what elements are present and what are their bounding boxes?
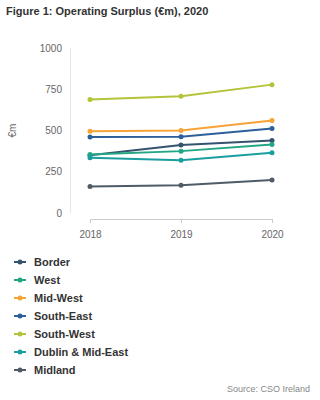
y-tick: 1000 <box>40 43 70 54</box>
series-point <box>270 118 275 123</box>
series-point <box>179 134 184 139</box>
y-axis-title: €m <box>7 124 18 138</box>
series-point <box>88 155 93 160</box>
series-point <box>179 149 184 154</box>
legend-entry: Dublin & Mid-East <box>14 346 128 358</box>
legend-entry: Midland <box>14 364 76 376</box>
series-point <box>179 94 184 99</box>
series-point <box>270 150 275 155</box>
series-point <box>179 143 184 148</box>
legend-label: South-West <box>34 328 95 340</box>
y-tick-label: 500 <box>45 125 62 136</box>
series-point <box>88 135 93 140</box>
series-point <box>270 142 275 147</box>
x-tick-mark <box>272 219 273 223</box>
x-tick-label: 2018 <box>79 229 102 240</box>
y-tick-label: 250 <box>45 166 62 177</box>
series-line <box>90 140 272 155</box>
legend-marker <box>18 314 23 319</box>
series-line <box>90 145 272 155</box>
series-point <box>270 126 275 131</box>
legend-label: Mid-West <box>34 292 83 304</box>
y-tick: 500 <box>45 125 70 136</box>
y-tick: 0 <box>56 208 70 219</box>
x-tick-mark <box>90 219 91 223</box>
legend-entry: South-West <box>14 328 95 340</box>
legend-label: Border <box>34 256 71 268</box>
x-tick: 2018 <box>79 219 102 240</box>
x-tick: 2019 <box>170 219 193 240</box>
legend-marker <box>18 260 23 265</box>
legend-entry: Mid-West <box>14 292 83 304</box>
series-point <box>179 183 184 188</box>
legend-label: South-East <box>34 310 92 322</box>
series-point <box>88 184 93 189</box>
x-tick-label: 2020 <box>261 229 284 240</box>
legend-marker <box>18 350 23 355</box>
legend-entry: Border <box>14 256 71 268</box>
y-axis: 0 250 500 750 1000 <box>40 43 71 219</box>
y-axis-line <box>70 49 71 214</box>
x-axis: 2018 2019 2020 <box>79 219 284 240</box>
series-point <box>88 97 93 102</box>
legend-entry: South-East <box>14 310 92 322</box>
legend: Border West Mid-West South-East South-West Du… <box>14 256 128 376</box>
series-point <box>179 128 184 133</box>
source: Source: CSO Ireland <box>227 384 310 394</box>
y-tick-label: 750 <box>45 84 62 95</box>
y-tick-label: 1000 <box>40 43 63 54</box>
series-point <box>179 158 184 163</box>
legend-marker <box>18 296 23 301</box>
series-point <box>270 82 275 87</box>
series-line <box>90 85 272 100</box>
y-tick: 750 <box>45 84 70 95</box>
y-tick-label: 0 <box>56 208 62 219</box>
legend-marker <box>18 332 23 337</box>
legend-label: Dublin & Mid-East <box>34 346 128 358</box>
legend-marker <box>18 368 23 373</box>
legend-label: West <box>34 274 60 286</box>
series-point <box>88 129 93 134</box>
title: Figure 1: Operating Surplus (€m), 2020 <box>6 5 208 17</box>
x-tick-mark <box>181 219 182 223</box>
x-tick-label: 2019 <box>170 229 193 240</box>
y-tick: 250 <box>45 166 70 177</box>
chart: Figure 1: Operating Surplus (€m), 2020 0 2… <box>0 0 320 400</box>
legend-entry: West <box>14 274 60 286</box>
plot-area <box>88 82 275 189</box>
series-point <box>270 178 275 183</box>
x-tick: 2020 <box>261 219 284 240</box>
legend-label: Midland <box>34 364 76 376</box>
legend-marker <box>18 278 23 283</box>
